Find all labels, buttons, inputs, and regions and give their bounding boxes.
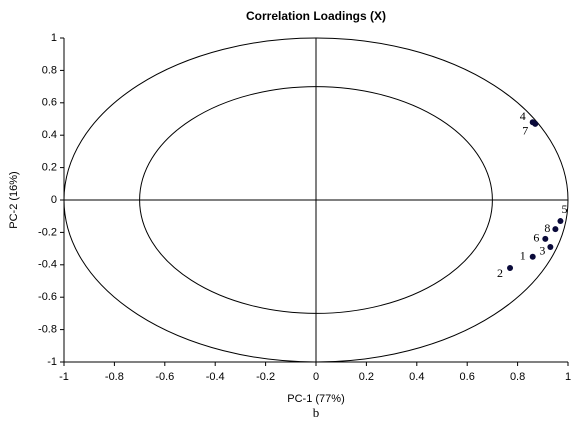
point-label: 3 [539, 244, 545, 258]
x-tick-label: -0.6 [155, 371, 174, 383]
point [532, 120, 539, 127]
x-tick-label: 1 [565, 371, 571, 383]
x-tick-label: -1 [59, 371, 69, 383]
point-label: 7 [522, 124, 528, 138]
y-tick-label: 0.8 [42, 64, 57, 76]
y-tick-label: -0.2 [38, 226, 57, 238]
point [542, 235, 549, 242]
y-tick-label: 0.4 [42, 129, 57, 141]
x-tick-label: 0 [313, 371, 319, 383]
y-axis-label: PC-2 (16%) [8, 171, 20, 228]
chart-title: Correlation Loadings (X) [246, 9, 386, 23]
y-tick-label: 0.6 [42, 97, 57, 109]
point [557, 218, 564, 225]
y-tick-label: -0.6 [38, 291, 57, 303]
point-label: 4 [520, 109, 526, 123]
x-tick-label: 0.2 [359, 371, 374, 383]
point-label: 6 [533, 231, 539, 245]
x-tick-label: 0.8 [510, 371, 525, 383]
y-tick-label: 0 [51, 194, 57, 206]
point-label: 1 [520, 248, 526, 262]
point [547, 243, 554, 250]
point-label: 2 [497, 266, 503, 280]
point-label: 8 [544, 221, 550, 235]
y-tick-label: 0.2 [42, 162, 57, 174]
point [507, 265, 514, 272]
y-tick-label: 1 [51, 32, 57, 44]
caption: b [313, 405, 320, 420]
x-tick-label: 0.4 [409, 371, 424, 383]
y-tick-label: -0.4 [38, 259, 57, 271]
x-tick-label: -0.4 [206, 371, 225, 383]
point [529, 253, 536, 260]
x-tick-label: -0.8 [105, 371, 124, 383]
y-tick-label: -1 [47, 356, 57, 368]
y-tick-label: -0.8 [38, 324, 57, 336]
x-tick-label: -0.2 [256, 371, 275, 383]
point-label: 5 [561, 202, 567, 216]
x-axis-label: PC-1 (77%) [287, 393, 344, 405]
point [552, 226, 559, 233]
x-tick-label: 0.6 [460, 371, 475, 383]
